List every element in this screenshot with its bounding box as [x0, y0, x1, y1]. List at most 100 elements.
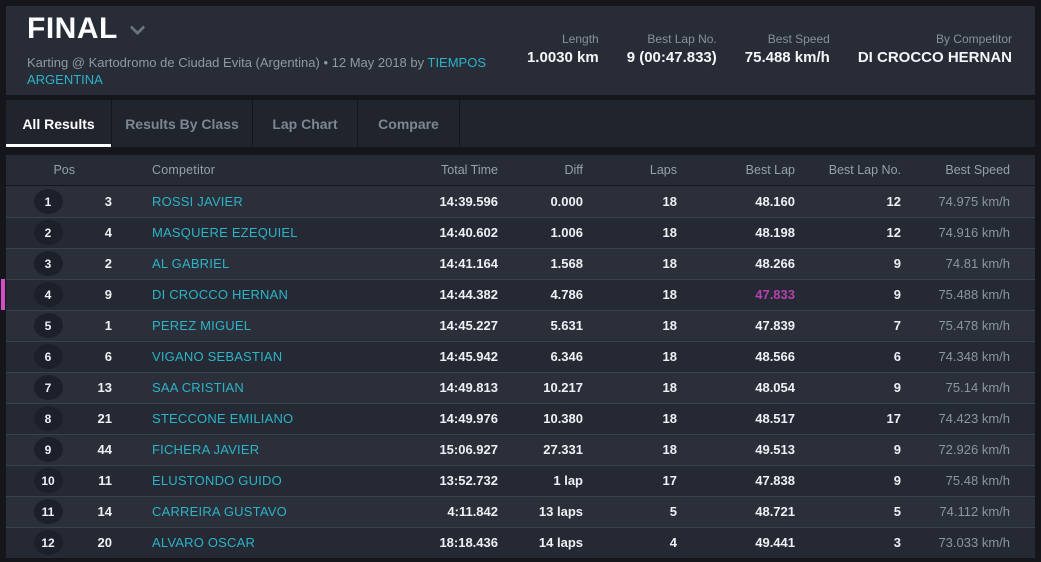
total-time: 14:39.596 — [439, 194, 498, 209]
competitor-link[interactable]: AL GABRIEL — [152, 256, 230, 271]
tab-bar: All Results Results By Class Lap Chart C… — [6, 100, 1035, 147]
best-lap: 47.838 — [755, 473, 795, 488]
column-header-diff: Diff — [564, 163, 583, 177]
kart-number: 2 — [104, 256, 112, 271]
best-lap-number: 12 — [886, 225, 901, 240]
total-time: 15:06.927 — [439, 442, 498, 457]
competitor-link[interactable]: MASQUERE EZEQUIEL — [152, 225, 298, 240]
best-lap: 48.721 — [755, 504, 795, 519]
kart-number: 11 — [98, 473, 112, 488]
kart-number: 20 — [97, 535, 112, 550]
diff: 27.331 — [543, 442, 583, 457]
laps: 18 — [662, 194, 677, 209]
diff: 10.217 — [543, 380, 583, 395]
stat-value: 75.488 km/h — [744, 49, 830, 66]
best-lap: 48.566 — [755, 349, 795, 364]
diff: 1 lap — [553, 473, 583, 488]
stat-best-lap-no: Best Lap No. 9 (00:47.833) — [627, 32, 717, 66]
best-speed: 75.478 km/h — [938, 318, 1010, 333]
competitor-link[interactable]: ROSSI JAVIER — [152, 194, 244, 209]
kart-number: 1 — [104, 318, 112, 333]
diff: 5.631 — [550, 318, 583, 333]
result-row[interactable]: 11 14 CARREIRA GUSTAVO 4:11.842 13 laps … — [6, 496, 1035, 527]
total-time: 14:44.382 — [439, 287, 498, 302]
total-time: 14:49.813 — [439, 380, 498, 395]
best-lap: 47.839 — [755, 318, 795, 333]
organizer-link[interactable]: TIEMPOS ARGENTINA — [27, 55, 487, 87]
total-time: 14:40.602 — [439, 225, 498, 240]
laps: 18 — [662, 349, 677, 364]
stat-label: Best Speed — [767, 32, 830, 46]
table-header: Pos Competitor Total Time Diff Laps Best… — [6, 155, 1035, 185]
tab-lap-chart[interactable]: Lap Chart — [253, 100, 358, 147]
competitor-link[interactable]: STECCONE EMILIANO — [152, 411, 294, 426]
best-lap: 49.441 — [755, 535, 795, 550]
tab-all-results[interactable]: All Results — [6, 100, 112, 147]
total-time: 14:45.942 — [439, 349, 498, 364]
stat-label: Best Lap No. — [647, 32, 717, 46]
session-selector[interactable]: FINAL — [27, 12, 146, 46]
session-subtitle: Karting @ Kartodromo de Ciudad Evita (Ar… — [27, 54, 505, 88]
result-row[interactable]: 6 6 VIGANO SEBASTIAN 14:45.942 6.346 18 … — [6, 341, 1035, 372]
tab-results-by-class[interactable]: Results By Class — [112, 100, 253, 147]
competitor-link[interactable]: DI CROCCO HERNAN — [152, 287, 289, 302]
column-header-best-lap-no: Best Lap No. — [828, 163, 901, 177]
stat-by-competitor: By Competitor DI CROCCO HERNAN — [858, 32, 1012, 66]
laps: 18 — [662, 287, 677, 302]
best-speed: 73.033 km/h — [938, 535, 1010, 550]
total-time: 18:18.436 — [439, 535, 498, 550]
best-speed: 74.423 km/h — [938, 411, 1010, 426]
competitor-link[interactable]: SAA CRISTIAN — [152, 380, 244, 395]
column-header-competitor: Competitor — [152, 163, 216, 177]
position-badge: 6 — [33, 344, 63, 369]
result-row[interactable]: 7 13 SAA CRISTIAN 14:49.813 10.217 18 48… — [6, 372, 1035, 403]
competitor-link[interactable]: FICHERA JAVIER — [152, 442, 260, 457]
laps: 18 — [662, 411, 677, 426]
stat-value: DI CROCCO HERNAN — [857, 49, 1012, 66]
position-badge: 3 — [33, 251, 63, 276]
result-row[interactable]: 1 3 ROSSI JAVIER 14:39.596 0.000 18 48.1… — [6, 186, 1035, 217]
competitor-link[interactable]: VIGANO SEBASTIAN — [152, 349, 283, 364]
position-badge: 9 — [33, 437, 63, 462]
best-lap-number: 12 — [886, 194, 901, 209]
position-badge: 5 — [33, 313, 63, 338]
result-row[interactable]: 10 11 ELUSTONDO GUIDO 13:52.732 1 lap 17… — [6, 465, 1035, 496]
competitor-link[interactable]: PEREZ MIGUEL — [152, 318, 252, 333]
tab-compare[interactable]: Compare — [358, 100, 460, 147]
result-row[interactable]: 5 1 PEREZ MIGUEL 14:45.227 5.631 18 47.8… — [6, 310, 1035, 341]
stat-label: Length — [562, 32, 599, 46]
competitor-link[interactable]: ALVARO OSCAR — [152, 535, 256, 550]
position-badge: 12 — [33, 530, 63, 555]
best-lap-number: 7 — [893, 318, 901, 333]
result-row[interactable]: 2 4 MASQUERE EZEQUIEL 14:40.602 1.006 18… — [6, 217, 1035, 248]
diff: 1.568 — [550, 256, 583, 271]
result-row[interactable]: 12 20 ALVARO OSCAR 18:18.436 14 laps 4 4… — [6, 527, 1035, 558]
best-lap-number: 6 — [893, 349, 901, 364]
best-lap: 48.160 — [755, 194, 795, 209]
total-time: 14:45.227 — [439, 318, 498, 333]
total-time: 13:52.732 — [439, 473, 498, 488]
kart-number: 6 — [104, 349, 112, 364]
diff: 10.380 — [543, 411, 583, 426]
stat-best-speed: Best Speed 75.488 km/h — [745, 32, 830, 66]
position-badge: 4 — [33, 282, 63, 307]
laps: 18 — [662, 256, 677, 271]
laps: 18 — [662, 380, 677, 395]
diff: 14 laps — [538, 535, 583, 550]
result-row[interactable]: 4 9 DI CROCCO HERNAN 14:44.382 4.786 18 … — [1, 279, 1035, 310]
result-row[interactable]: 8 21 STECCONE EMILIANO 14:49.976 10.380 … — [6, 403, 1035, 434]
position-badge: 2 — [33, 220, 63, 245]
competitor-link[interactable]: CARREIRA GUSTAVO — [152, 504, 287, 519]
kart-number: 14 — [97, 504, 112, 519]
best-speed: 74.112 km/h — [939, 504, 1010, 519]
result-row[interactable]: 3 2 AL GABRIEL 14:41.164 1.568 18 48.266… — [6, 248, 1035, 279]
stat-label: By Competitor — [935, 32, 1012, 46]
column-header-laps: Laps — [649, 163, 677, 177]
best-speed: 74.348 km/h — [938, 349, 1010, 364]
result-row[interactable]: 9 44 FICHERA JAVIER 15:06.927 27.331 18 … — [6, 434, 1035, 465]
best-lap-number: 9 — [893, 442, 901, 457]
column-header-best-speed: Best Speed — [945, 163, 1010, 177]
competitor-link[interactable]: ELUSTONDO GUIDO — [152, 473, 282, 488]
best-lap-number: 5 — [893, 504, 901, 519]
best-lap-number: 9 — [893, 473, 901, 488]
